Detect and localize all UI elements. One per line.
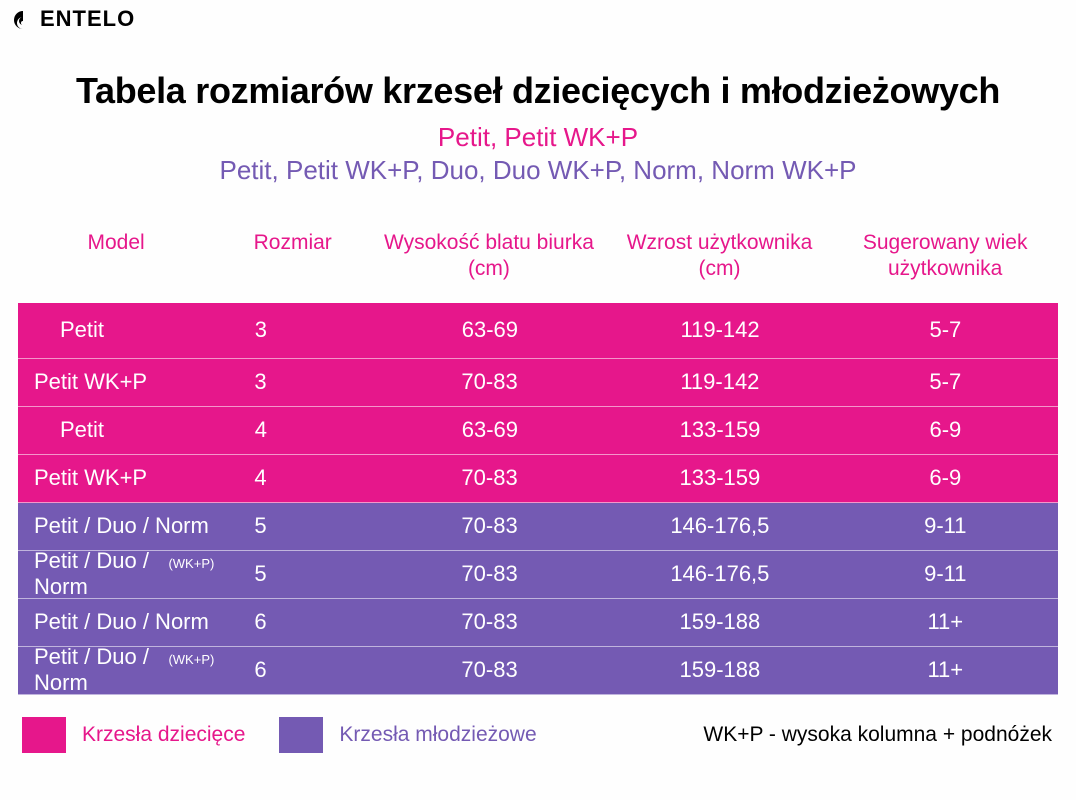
model-text: Petit WK+P — [34, 369, 147, 395]
cell-model: Petit — [18, 417, 215, 443]
table-body: Petit363-69119-1425-7Petit WK+P370-83119… — [18, 303, 1058, 695]
cell-model: Petit / Duo / Norm (WK+P) — [18, 644, 214, 696]
cell-size: 3 — [215, 317, 373, 343]
brand-text: ENTELO — [40, 6, 135, 32]
model-text: Petit / Duo / Norm — [34, 609, 209, 635]
cell-desk: 63-69 — [372, 317, 607, 343]
cell-height: 146-176,5 — [607, 561, 832, 587]
cell-size: 5 — [214, 561, 372, 587]
brand-logo: ENTELO — [10, 6, 135, 32]
model-text: Petit / Duo / Norm — [34, 513, 209, 539]
model-suffix: (WK+P) — [168, 556, 214, 571]
table-row: Petit WK+P 470-83133-1596-9 — [18, 455, 1058, 503]
cell-size: 6 — [214, 609, 372, 635]
cell-desk: 63-69 — [372, 417, 607, 443]
swatch-children — [22, 717, 66, 753]
cell-age: 9-11 — [833, 513, 1058, 539]
header-desk: Wysokość blatu biurka (cm) — [371, 230, 606, 283]
cell-height: 146-176,5 — [607, 513, 832, 539]
header-model: Model — [18, 230, 214, 283]
subtitle-line-1: Petit, Petit WK+P — [18, 122, 1058, 153]
table-row: Petit 363-69119-1425-7 — [18, 303, 1058, 359]
cell-height: 159-188 — [607, 657, 832, 683]
cell-desk: 70-83 — [372, 657, 607, 683]
cell-age: 9-11 — [833, 561, 1058, 587]
legend-note: WK+P - wysoka kolumna + podnóżek — [703, 723, 1058, 747]
cell-size: 3 — [214, 369, 372, 395]
cell-desk: 70-83 — [372, 513, 607, 539]
cell-height: 133-159 — [607, 417, 832, 443]
cell-model: Petit — [18, 317, 215, 343]
header-age: Sugerowany wiek użytkownika — [832, 230, 1058, 283]
cell-height: 119-142 — [607, 369, 832, 395]
table-row: Petit / Duo / Norm (WK+P)670-83159-18811+ — [18, 647, 1058, 695]
cell-age: 5-7 — [833, 369, 1058, 395]
cell-size: 4 — [215, 417, 373, 443]
cell-desk: 70-83 — [372, 561, 607, 587]
cell-model: Petit / Duo / Norm (WK+P) — [18, 548, 214, 600]
cell-age: 11+ — [833, 609, 1058, 635]
cell-age: 6-9 — [833, 465, 1058, 491]
cell-height: 119-142 — [607, 317, 832, 343]
cell-age: 6-9 — [833, 417, 1058, 443]
cell-model: Petit WK+P — [18, 369, 214, 395]
page-title: Tabela rozmiarów krzeseł dziecięcych i m… — [18, 70, 1058, 112]
model-text: Petit / Duo / Norm — [34, 548, 162, 600]
size-table: Model Rozmiar Wysokość blatu biurka (cm)… — [18, 230, 1058, 695]
cell-model: Petit / Duo / Norm — [18, 609, 214, 635]
model-text: Petit — [60, 417, 104, 443]
cell-desk: 70-83 — [372, 609, 607, 635]
cell-age: 11+ — [833, 657, 1058, 683]
cell-size: 5 — [214, 513, 372, 539]
cell-height: 159-188 — [607, 609, 832, 635]
swatch-youth — [279, 717, 323, 753]
cell-desk: 70-83 — [372, 369, 607, 395]
logo-icon — [10, 8, 36, 30]
cell-model: Petit WK+P — [18, 465, 214, 491]
table-row: Petit WK+P 370-83119-1425-7 — [18, 359, 1058, 407]
model-text: Petit WK+P — [34, 465, 147, 491]
cell-size: 6 — [214, 657, 372, 683]
model-text: Petit / Duo / Norm — [34, 644, 162, 696]
table-header-row: Model Rozmiar Wysokość blatu biurka (cm)… — [18, 230, 1058, 303]
cell-size: 4 — [214, 465, 372, 491]
table-row: Petit / Duo / Norm670-83159-18811+ — [18, 599, 1058, 647]
legend-children-label: Krzesła dziecięce — [82, 723, 245, 747]
table-row: Petit / Duo / Norm570-83146-176,59-11 — [18, 503, 1058, 551]
cell-height: 133-159 — [607, 465, 832, 491]
header-height: Wzrost użytkownika (cm) — [607, 230, 833, 283]
header-size: Rozmiar — [214, 230, 371, 283]
legend: Krzesła dziecięce Krzesła młodzieżowe WK… — [18, 717, 1058, 753]
subtitle-line-2: Petit, Petit WK+P, Duo, Duo WK+P, Norm, … — [18, 155, 1058, 186]
legend-youth-label: Krzesła młodzieżowe — [339, 723, 536, 747]
cell-desk: 70-83 — [372, 465, 607, 491]
table-row: Petit 463-69133-1596-9 — [18, 407, 1058, 455]
model-suffix: (WK+P) — [168, 652, 214, 667]
cell-age: 5-7 — [833, 317, 1058, 343]
model-text: Petit — [60, 317, 104, 343]
table-row: Petit / Duo / Norm (WK+P)570-83146-176,59… — [18, 551, 1058, 599]
cell-model: Petit / Duo / Norm — [18, 513, 214, 539]
